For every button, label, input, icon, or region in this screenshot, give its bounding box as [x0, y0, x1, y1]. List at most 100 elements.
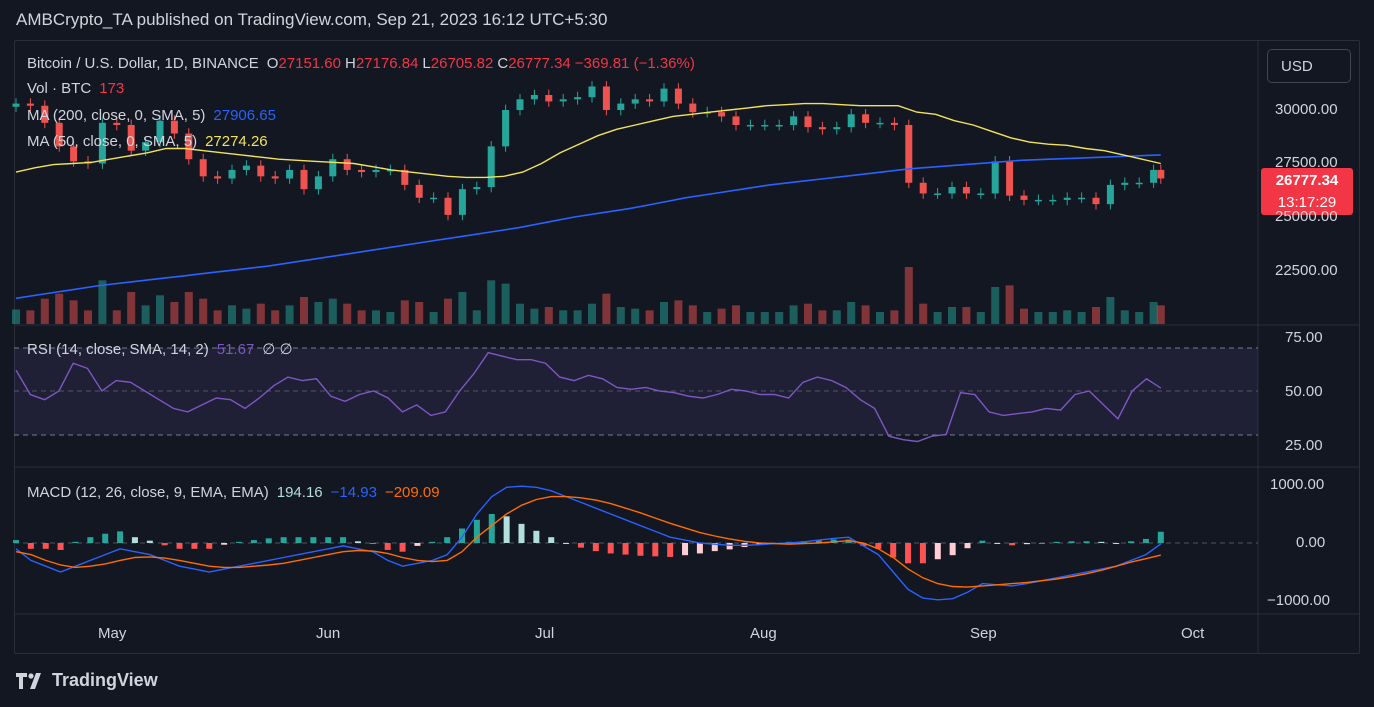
volume-label: Vol · BTC: [27, 80, 92, 97]
candle-body: [113, 122, 121, 125]
volume-legend[interactable]: Vol · BTC 173: [27, 80, 128, 97]
macd-hist-bar: [622, 543, 629, 555]
open-value: 27151.60: [278, 55, 341, 72]
macd-hist-bar: [1083, 541, 1090, 543]
candles: [12, 81, 1165, 221]
candle-body: [905, 124, 913, 183]
time-tick: May: [98, 625, 127, 642]
rsi-tick: 75.00: [1285, 329, 1323, 346]
candle-body: [271, 176, 279, 179]
candle-body: [833, 127, 841, 130]
macd-hist-bar: [979, 540, 986, 543]
chart-frame: [14, 40, 1360, 654]
candle-body: [401, 169, 409, 185]
signal-value: −209.09: [384, 484, 440, 501]
candle-body: [761, 124, 769, 127]
candle-body: [228, 169, 236, 179]
volume-value: 173: [99, 80, 125, 97]
macd-hist-bar: [711, 543, 718, 552]
volume-bar: [213, 310, 222, 324]
candle-body: [473, 187, 481, 190]
symbol-legend[interactable]: Bitcoin / U.S. Dollar, 1D, BINANCE O27151…: [27, 55, 699, 72]
macd-hist-bar: [221, 543, 228, 545]
volume-bar: [357, 310, 366, 324]
macd-hist-bar: [875, 543, 882, 549]
close-value: 26777.34: [508, 55, 571, 72]
macd-hist-bar: [473, 519, 480, 543]
price-tick: 27500.00: [1275, 154, 1338, 171]
volume-bar: [588, 303, 596, 324]
macd-hist-bar: [577, 543, 584, 548]
volume-bar: [26, 310, 35, 324]
volume-bar: [472, 310, 481, 324]
macd-legend[interactable]: MACD (12, 26, close, 9, EMA, EMA) 194.16−…: [27, 484, 444, 501]
rsi-line: [15, 351, 1162, 443]
brand-name: TradingView: [52, 670, 158, 690]
candle-body: [1092, 197, 1100, 205]
candle-body: [847, 114, 855, 128]
macd-hist-bar: [399, 543, 406, 552]
ma200-legend[interactable]: MA (200, close, 0, SMA, 5) 27906.65: [27, 107, 280, 124]
candle-body: [991, 161, 999, 194]
ma50-line: [15, 102, 1161, 179]
macd-hist-bar: [607, 543, 614, 554]
candle-body: [127, 124, 135, 151]
macd-hist-bar: [176, 543, 183, 549]
volume-bar: [789, 305, 798, 324]
ma200-label: MA (200, close, 0, SMA, 5): [27, 107, 206, 124]
candle-body: [415, 184, 423, 198]
macd-hist-bar: [964, 543, 971, 549]
currency-button[interactable]: USD: [1267, 49, 1351, 83]
candle-body: [674, 88, 682, 104]
tradingview-logo[interactable]: TradingView: [16, 670, 158, 691]
rsi-legend[interactable]: RSI (14, close, SMA, 14, 2) 51.67 ∅ ∅: [27, 340, 297, 358]
volume-bar: [573, 310, 582, 324]
candle-body: [876, 122, 884, 125]
volume-bar: [1048, 312, 1057, 324]
volume-bar: [804, 303, 812, 324]
volume-bar: [112, 310, 121, 324]
candle-body: [660, 88, 668, 102]
macd-hist-bar: [563, 543, 570, 544]
ma50-legend[interactable]: MA (50, close, 0, SMA, 5) 27274.26: [27, 133, 272, 150]
macd-hist-bar: [1053, 541, 1060, 543]
candle-body: [502, 110, 510, 147]
volume-bar: [1005, 285, 1014, 324]
macd-hist-bar: [860, 543, 867, 546]
macd-hist-bar: [310, 537, 317, 543]
candle-body: [574, 97, 582, 100]
volume-bar: [876, 312, 884, 324]
candle-body: [329, 159, 337, 177]
candle-body: [732, 116, 740, 125]
volume-bar: [760, 312, 769, 324]
rsi-extra: ∅ ∅: [262, 341, 293, 358]
candle-body: [257, 165, 265, 177]
macd-hist-bar: [1157, 531, 1164, 543]
candle-body: [530, 95, 538, 100]
macd-hist-bar: [503, 516, 510, 543]
macd-hist-bar: [919, 543, 926, 564]
macd-hist-bar: [295, 537, 302, 543]
macd-line: [15, 485, 1162, 601]
volume-bar: [127, 292, 136, 324]
volume-bar: [487, 280, 496, 324]
candle-body: [343, 159, 351, 170]
candle-body: [98, 122, 106, 164]
volume-bar: [458, 292, 467, 324]
volume-bar: [1092, 307, 1100, 324]
candle-body: [458, 189, 466, 215]
volume-bar: [55, 293, 64, 324]
macd-hist-bar: [13, 540, 19, 543]
volume-bar: [976, 312, 985, 324]
candle-body: [314, 176, 322, 190]
macd-histogram: [13, 514, 1164, 564]
candle-body: [804, 116, 812, 128]
volume-bar: [256, 303, 265, 324]
macd-hist-bar: [1009, 543, 1016, 546]
macd-hist-bar: [488, 514, 495, 543]
macd-hist-bar: [1128, 541, 1135, 543]
volume-bar: [69, 300, 78, 324]
macd-hist-bar: [57, 543, 64, 550]
change-value: −369.81 (−1.36%): [574, 55, 695, 72]
